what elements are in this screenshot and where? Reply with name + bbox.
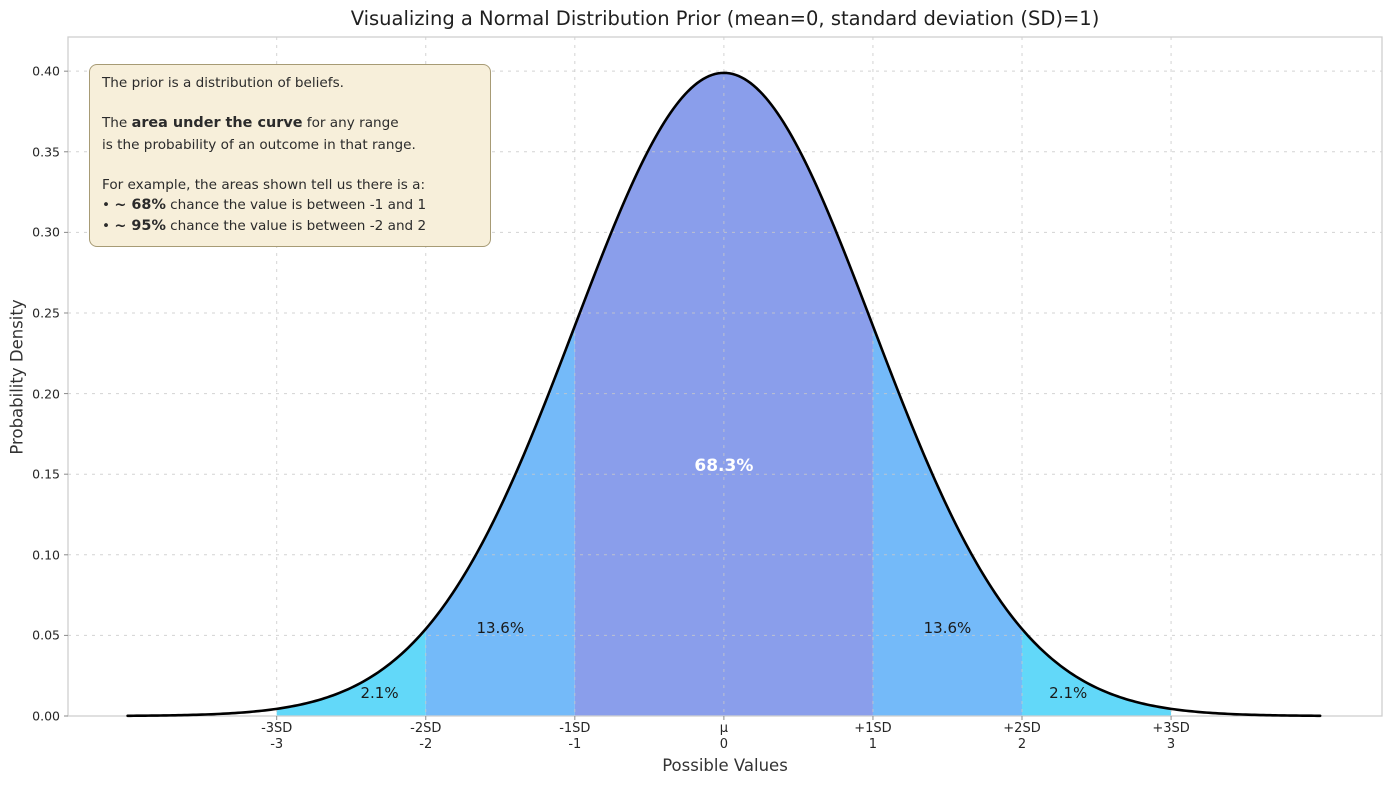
region-fill-2.1 xyxy=(276,628,426,716)
x-tick-label: +1SD 1 xyxy=(854,721,892,752)
x-tick-label: -2SD -2 xyxy=(410,721,442,752)
annotation-bold-text: area under the curve xyxy=(131,115,303,132)
annotation-bold-text: ~ 68% xyxy=(114,196,166,213)
annotation-text: is the probability of an outcome in that… xyxy=(102,136,416,153)
x-tick-label: +3SD 3 xyxy=(1152,721,1190,752)
annotation-text: The prior is a distribution of beliefs. xyxy=(102,75,344,91)
annotation-bold-text: ~ 95% xyxy=(114,218,166,235)
region-fill-2.1 xyxy=(1022,628,1172,716)
annotation-text: • xyxy=(102,218,115,235)
y-tick-label: 0.30 xyxy=(32,224,60,240)
annotation-line: • ~ 95% chance the value is between -2 a… xyxy=(102,216,478,237)
annotation-line xyxy=(102,155,478,175)
y-tick-label: 0.35 xyxy=(32,144,60,160)
region-fill-68.3 xyxy=(574,72,873,716)
annotation-text: chance the value is between -2 and 2 xyxy=(165,218,427,235)
region-label: 2.1% xyxy=(1049,683,1088,702)
y-tick-label: 0.25 xyxy=(32,305,60,321)
y-tick-label: 0.40 xyxy=(32,63,60,79)
x-axis-label: Possible Values xyxy=(662,756,788,775)
y-tick-label: 0.15 xyxy=(32,466,60,482)
y-tick-label: 0.10 xyxy=(32,547,60,563)
region-label: 68.3% xyxy=(694,456,754,477)
plot-border xyxy=(67,36,1383,717)
x-tick-label: -3SD -3 xyxy=(261,721,293,752)
annotation-text: • xyxy=(102,196,115,213)
region-label: 13.6% xyxy=(923,619,972,638)
annotation-line: The prior is a distribution of beliefs. xyxy=(102,73,478,93)
region-label: 2.1% xyxy=(360,683,399,702)
annotation-text: for any range xyxy=(302,115,399,132)
normal-curve xyxy=(126,71,1322,718)
annotation-line: The area under the curve for any range xyxy=(102,113,478,134)
annotation-text: The xyxy=(102,115,132,132)
y-tick-label: 0.20 xyxy=(32,386,60,402)
x-tick-label: -1SD -1 xyxy=(559,721,591,752)
y-tick-label: 0.00 xyxy=(32,708,60,724)
chart-title: Visualizing a Normal Distribution Prior … xyxy=(350,7,1100,30)
y-tick-label: 0.05 xyxy=(32,627,60,643)
annotation-line: For example, the areas shown tell us the… xyxy=(102,175,478,195)
annotation-box: The prior is a distribution of beliefs. … xyxy=(89,64,491,248)
annotation-line: is the probability of an outcome in that… xyxy=(102,135,478,155)
annotation-line xyxy=(102,93,478,113)
x-tick-label: +2SD 2 xyxy=(1003,721,1041,752)
annotation-text: chance the value is between -1 and 1 xyxy=(165,196,427,213)
region-label: 13.6% xyxy=(476,619,525,638)
y-axis-label: Probability Density xyxy=(7,299,27,455)
annotation-line: • ~ 68% chance the value is between -1 a… xyxy=(102,195,478,216)
annotation-text: For example, the areas shown tell us the… xyxy=(102,176,426,193)
